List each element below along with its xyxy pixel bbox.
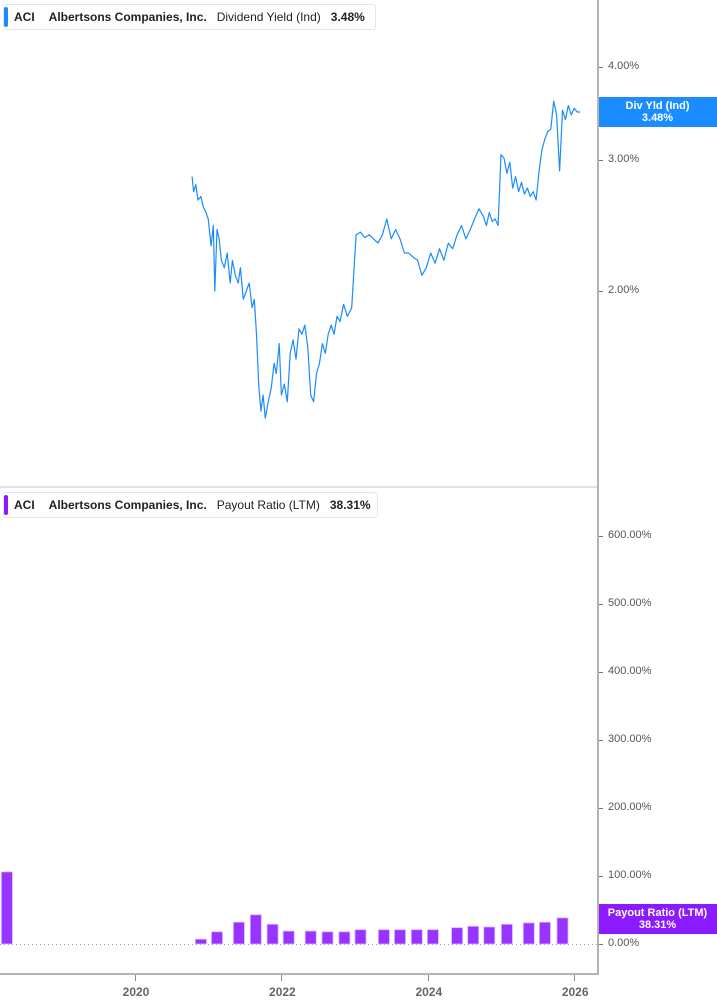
payout-ratio-bar[interactable] [282,930,295,945]
legend-metric: Dividend Yield (Ind) [216,10,321,24]
payout-ratio-bar[interactable] [266,923,279,945]
flag-value: 3.48% [641,112,674,124]
payout-ratio-current-flag: Payout Ratio (LTM) 38.31% [598,904,717,934]
payout-ratio-bars [0,871,569,945]
legend-company: Albertsons Companies, Inc. [48,498,207,512]
payout-ratio-bar[interactable] [354,929,367,945]
payout-ratio-bar[interactable] [500,923,513,945]
y-tick-mark [599,876,603,877]
y-tick-mark [599,160,603,161]
y-tick-mark [599,808,603,809]
legend-metric: Payout Ratio (LTM) [216,498,320,512]
dividend-yield-legend[interactable]: ACI Albertsons Companies, Inc. Dividend … [3,4,376,30]
dividend-yield-panel: ACI Albertsons Companies, Inc. Dividend … [0,0,717,487]
x-tick-label: 2022 [269,985,296,999]
legend-ticker: ACI [14,10,35,24]
flag-value: 38.31% [638,919,677,931]
y-tick-label: 400.00% [608,665,652,677]
y-tick-mark [599,604,603,605]
payout-ratio-bar[interactable] [232,921,245,945]
payout-ratio-legend[interactable]: ACI Albertsons Companies, Inc. Payout Ra… [3,492,378,518]
payout-ratio-bar[interactable] [377,929,390,945]
payout-ratio-bar[interactable] [194,938,207,945]
y-tick-label: 500.00% [608,597,652,609]
x-tick-mark [281,975,283,981]
legend-company: Albertsons Companies, Inc. [48,10,207,24]
x-tick-mark [135,975,136,981]
series-color-swatch [4,7,8,27]
y-tick-mark [599,944,603,945]
y-tick-mark [599,672,603,673]
x-tick-label: 2024 [415,985,443,999]
flag-label: Div Yld (Ind) [625,100,690,112]
payout-ratio-bar[interactable] [211,931,223,945]
x-tick-label: 2026 [561,985,589,999]
payout-ratio-bar[interactable] [539,921,551,945]
x-tick-label: 2020 [122,985,150,999]
flag-label: Payout Ratio (LTM) [607,907,708,919]
payout-ratio-bar[interactable] [467,925,480,945]
y-tick-mark [599,66,603,68]
series-color-swatch [4,495,8,515]
payout-ratio-bar[interactable] [304,930,317,945]
payout-ratio-bar[interactable] [249,914,262,945]
panel-divider[interactable] [0,486,598,488]
right-y-axis-line [597,0,599,975]
y-tick-label: 3.00% [608,153,640,165]
payout-ratio-bar[interactable] [0,871,13,945]
payout-ratio-bar[interactable] [451,927,464,945]
y-tick-label: 300.00% [608,733,652,745]
y-tick-label: 2.00% [608,284,640,297]
dividend-yield-line [191,100,581,419]
x-tick-mark [427,975,429,981]
y-tick-label: 100.00% [608,869,652,881]
y-tick-label: 600.00% [608,529,652,541]
legend-value: 38.31% [329,498,371,512]
dividend-yield-current-flag: Div Yld (Ind) 3.48% [598,97,717,127]
payout-ratio-bar[interactable] [556,917,569,945]
payout-ratio-bar[interactable] [426,929,439,945]
payout-ratio-bar[interactable] [338,931,351,945]
x-axis-line [0,973,599,975]
payout-ratio-bar[interactable] [394,929,406,945]
legend-value: 3.48% [330,10,365,24]
y-tick-label: 200.00% [608,801,652,813]
y-tick-label: 4.00% [608,59,640,72]
payout-ratio-bar[interactable] [321,931,334,945]
payout-ratio-panel: ACI Albertsons Companies, Inc. Payout Ra… [0,489,717,975]
payout-ratio-bar[interactable] [410,929,423,945]
payout-ratio-bar[interactable] [522,922,535,945]
y-tick-mark [599,291,603,293]
payout-ratio-bar[interactable] [483,926,496,945]
y-tick-label: 0.00% [608,937,640,949]
legend-ticker: ACI [14,498,35,512]
x-tick-mark [574,975,576,981]
y-tick-mark [599,740,603,741]
y-tick-mark [599,536,603,537]
